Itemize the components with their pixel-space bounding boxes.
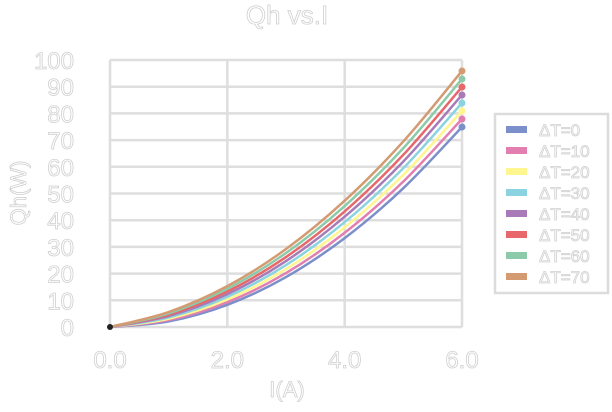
series-line — [109, 118, 463, 329]
y-tick-label: 50 — [47, 182, 74, 209]
series-end-marker — [458, 83, 466, 91]
x-axis-label: I(A) — [269, 377, 304, 402]
y-tick-label: 90 — [47, 75, 74, 102]
series-line — [109, 86, 463, 329]
legend-swatch — [506, 252, 527, 259]
y-tick-label: 70 — [47, 128, 74, 155]
series-end-marker — [458, 115, 466, 123]
legend-label: ΔT=70 — [539, 268, 590, 287]
chart-title: Qh vs.I — [246, 0, 328, 30]
y-tick-label: 60 — [47, 155, 74, 182]
legend-label: ΔT=40 — [539, 205, 590, 224]
legend-label: ΔT=60 — [539, 247, 590, 266]
x-tick-label: 4.0 — [328, 347, 361, 374]
legend-box — [493, 112, 610, 295]
x-tick-label: 6.0 — [445, 347, 478, 374]
legend-label: ΔT=30 — [539, 184, 590, 203]
series-line — [109, 126, 463, 329]
y-tick-label: 0 — [61, 315, 74, 342]
series-end-marker — [458, 107, 466, 115]
legend-label: ΔT=10 — [539, 142, 590, 161]
series-line — [109, 70, 463, 329]
legend-swatch — [506, 273, 527, 280]
legend-label: ΔT=20 — [539, 163, 590, 182]
y-tick-label: 20 — [47, 262, 74, 289]
legend-label: ΔT=0 — [539, 121, 580, 140]
legend-label: ΔT=50 — [539, 226, 590, 245]
series-end-marker — [458, 67, 466, 75]
legend-swatch — [506, 231, 527, 238]
legend: ΔT=0 ΔT=10 ΔT=20 ΔT=30 ΔT=40 ΔT=50 ΔT=60 ΔT=70 — [493, 112, 610, 295]
legend-swatch — [506, 189, 527, 196]
series-end-marker — [458, 91, 466, 99]
series-line — [109, 94, 463, 329]
series-line — [109, 110, 463, 329]
series-end-marker — [458, 123, 466, 131]
legend-swatch — [506, 126, 527, 133]
series-line — [109, 78, 463, 329]
x-tick-label: 2.0 — [211, 347, 244, 374]
series-end-marker — [458, 99, 466, 107]
x-tick-labels: 0.0 2.0 4.0 6.0 — [93, 347, 479, 375]
legend-swatch — [506, 168, 527, 175]
y-tick-label: 10 — [47, 288, 74, 315]
origin-marker — [107, 324, 113, 330]
y-tick-label: 30 — [47, 235, 74, 262]
series-line — [109, 102, 463, 329]
y-axis-label: Qh(W) — [6, 161, 31, 226]
y-tick-label: 80 — [47, 101, 74, 128]
y-tick-label: 40 — [47, 208, 74, 235]
series-lines — [107, 67, 466, 330]
legend-swatch — [506, 147, 527, 154]
legend-swatch — [506, 210, 527, 217]
series-end-marker — [458, 75, 466, 83]
y-tick-label: 100 — [34, 48, 74, 75]
grid — [108, 58, 464, 329]
x-tick-label: 0.0 — [93, 347, 126, 374]
